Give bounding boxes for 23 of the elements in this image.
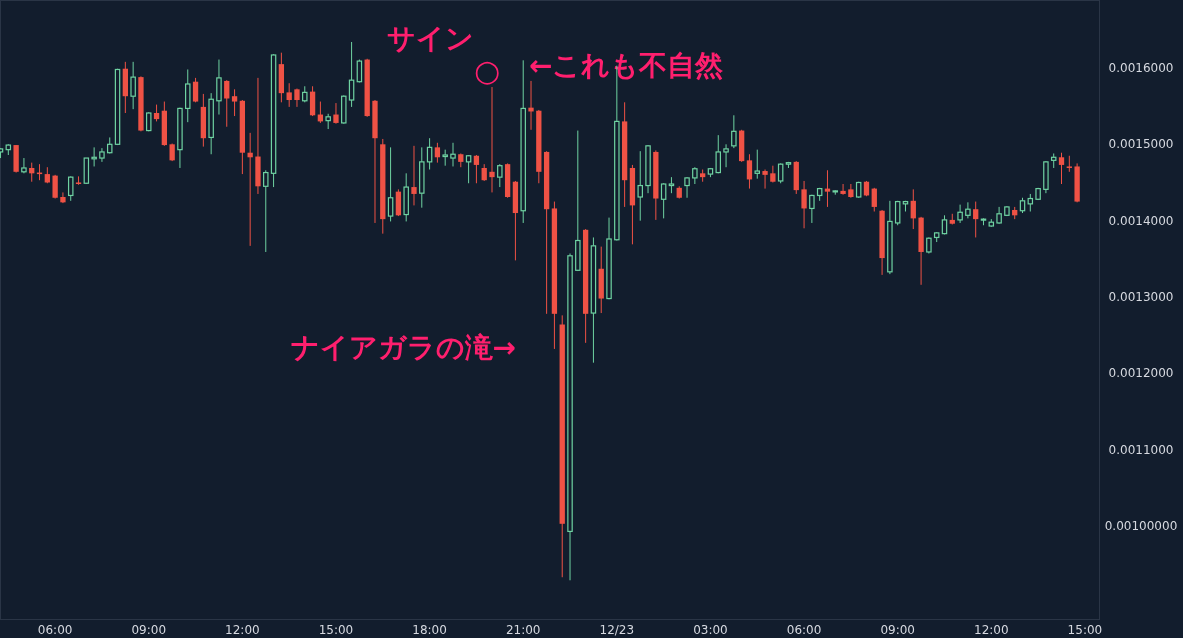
x-tick-label: 12:00 (974, 623, 1009, 637)
y-tick-label: 0.0013000 (1108, 290, 1174, 305)
y-tick-label: 0.0014000 (1108, 213, 1174, 228)
x-tick-label: 15:00 (318, 623, 354, 637)
x-tick-label: 06:00 (37, 623, 73, 637)
annotation: ナイアガラの滝→ (290, 330, 516, 364)
x-tick-label: 06:00 (786, 623, 822, 637)
x-tick-label: 09:00 (880, 623, 915, 637)
y-tick-label: 0.0012000 (1108, 366, 1174, 381)
x-tick-label: 09:00 (131, 623, 167, 637)
x-tick-label: 18:00 (412, 623, 447, 637)
x-tick-label: 15:00 (1067, 623, 1103, 637)
y-tick-label: 0.0016000 (1108, 60, 1174, 75)
annotation: ←これも不自然 (529, 48, 724, 82)
y-tick-label: 0.00100000 (1104, 519, 1178, 534)
annotation: サイン (386, 21, 474, 55)
x-tick-label: 12/23 (599, 623, 635, 637)
x-tick-label: 21:00 (505, 623, 541, 637)
annotation: ○ (473, 52, 501, 88)
x-tick-label: 03:00 (693, 623, 728, 637)
x-tick-label: 12:00 (225, 623, 260, 637)
y-tick-label: 0.0011000 (1108, 442, 1174, 457)
y-tick-label: 0.0015000 (1108, 137, 1174, 152)
